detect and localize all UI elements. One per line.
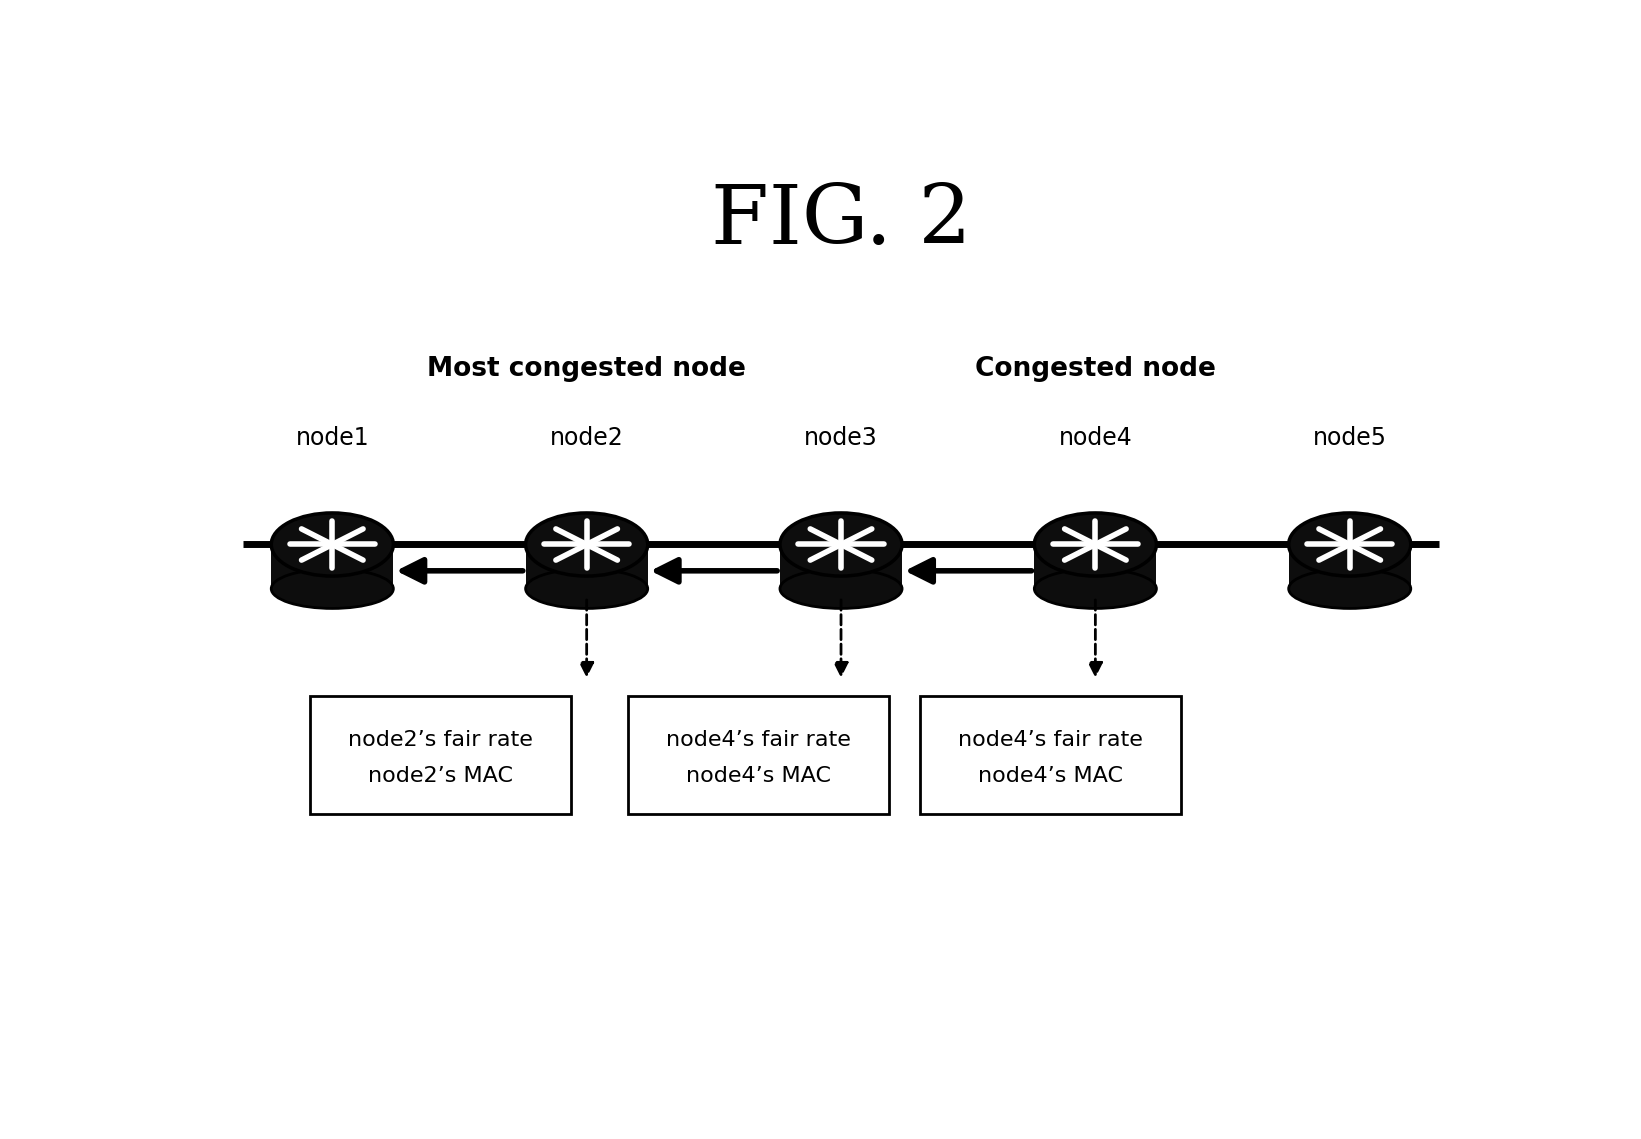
Text: node3: node3 (804, 426, 878, 450)
Ellipse shape (525, 570, 648, 608)
Ellipse shape (525, 513, 648, 576)
Text: node4’s fair rate: node4’s fair rate (958, 730, 1144, 749)
Ellipse shape (1034, 513, 1157, 576)
Ellipse shape (1288, 513, 1411, 576)
Polygon shape (1034, 544, 1157, 589)
FancyBboxPatch shape (921, 696, 1182, 814)
Text: node1: node1 (295, 426, 369, 450)
Ellipse shape (271, 513, 394, 576)
Text: node2’s MAC: node2’s MAC (368, 767, 514, 786)
Ellipse shape (1288, 570, 1411, 608)
Text: Most congested node: Most congested node (427, 357, 747, 383)
Polygon shape (525, 544, 648, 589)
Text: node2: node2 (550, 426, 624, 450)
Ellipse shape (779, 570, 903, 608)
Text: node4’s fair rate: node4’s fair rate (666, 730, 850, 749)
Text: Congested node: Congested node (975, 357, 1216, 383)
FancyBboxPatch shape (310, 696, 571, 814)
Text: node4: node4 (1058, 426, 1132, 450)
Text: node5: node5 (1313, 426, 1387, 450)
Text: node4’s MAC: node4’s MAC (978, 767, 1124, 786)
FancyBboxPatch shape (629, 696, 889, 814)
Polygon shape (779, 544, 903, 589)
Ellipse shape (1034, 570, 1157, 608)
Ellipse shape (779, 513, 903, 576)
Ellipse shape (271, 570, 394, 608)
Text: node4’s MAC: node4’s MAC (686, 767, 830, 786)
Polygon shape (271, 544, 394, 589)
Text: node2’s fair rate: node2’s fair rate (348, 730, 533, 749)
Text: FIG. 2: FIG. 2 (711, 180, 971, 261)
Polygon shape (1288, 544, 1411, 589)
